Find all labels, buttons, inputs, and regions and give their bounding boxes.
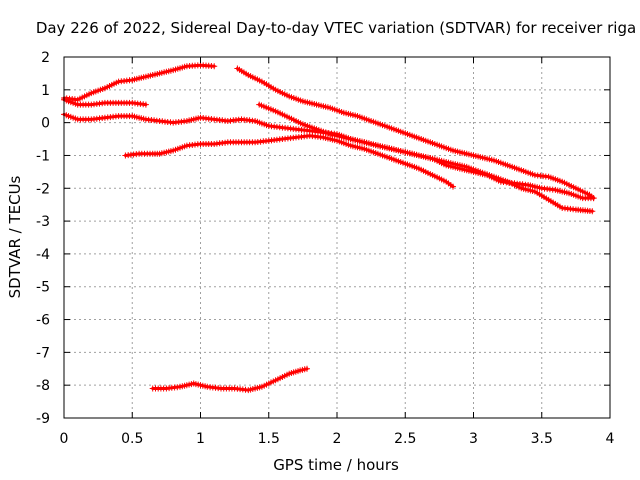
x-tick-label: 1.5: [258, 431, 280, 447]
series-markers: [256, 101, 596, 215]
y-tick-label: -7: [36, 345, 50, 361]
y-tick-label: 2: [41, 50, 50, 66]
series-arc-2: [61, 96, 149, 108]
series-arc-7: [149, 365, 310, 394]
series-markers: [234, 65, 597, 202]
y-tick-label: -6: [36, 313, 50, 329]
y-tick-label: -4: [36, 247, 50, 263]
series-markers: [149, 365, 310, 394]
y-tick-label: -9: [36, 411, 50, 427]
y-tick-label: -5: [36, 280, 50, 296]
x-tick-label: 1: [196, 431, 205, 447]
y-tick-label: -8: [36, 378, 50, 394]
plot-series: [61, 62, 597, 394]
x-tick-label: 4: [606, 431, 615, 447]
y-tick-label: -1: [36, 148, 50, 164]
x-tick-label: 0.5: [121, 431, 143, 447]
x-axis-label: GPS time / hours: [273, 456, 399, 474]
series-markers: [122, 132, 456, 190]
grid: [64, 57, 610, 418]
x-tick-label: 2: [333, 431, 342, 447]
x-tick-label: 3: [469, 431, 478, 447]
series-arc-1: [61, 62, 218, 103]
series-arc-6: [256, 101, 596, 215]
y-tick-label: -2: [36, 181, 50, 197]
y-tick-label: -3: [36, 214, 50, 230]
y-axis-label: SDTVAR / TECUs: [6, 175, 24, 298]
x-tick-label: 3.5: [531, 431, 553, 447]
series-markers: [61, 62, 218, 103]
x-tick-label: 2.5: [394, 431, 416, 447]
axis-ticks: 0 0.5 1 1.5 2 2.5 3 3.5 4 2 1 0 -1 -2 -3 -4 -5 -6 -7 -8 -9: [36, 50, 615, 447]
chart-title: Day 226 of 2022, Sidereal Day-to-day VTE…: [36, 19, 636, 37]
series-arc-5: [234, 65, 597, 202]
x-tick-label: 0: [60, 431, 69, 447]
series-line: [123, 134, 455, 189]
series-arc-4: [122, 132, 456, 190]
y-tick-label: 0: [41, 116, 50, 132]
y-tick-label: 1: [41, 83, 50, 99]
